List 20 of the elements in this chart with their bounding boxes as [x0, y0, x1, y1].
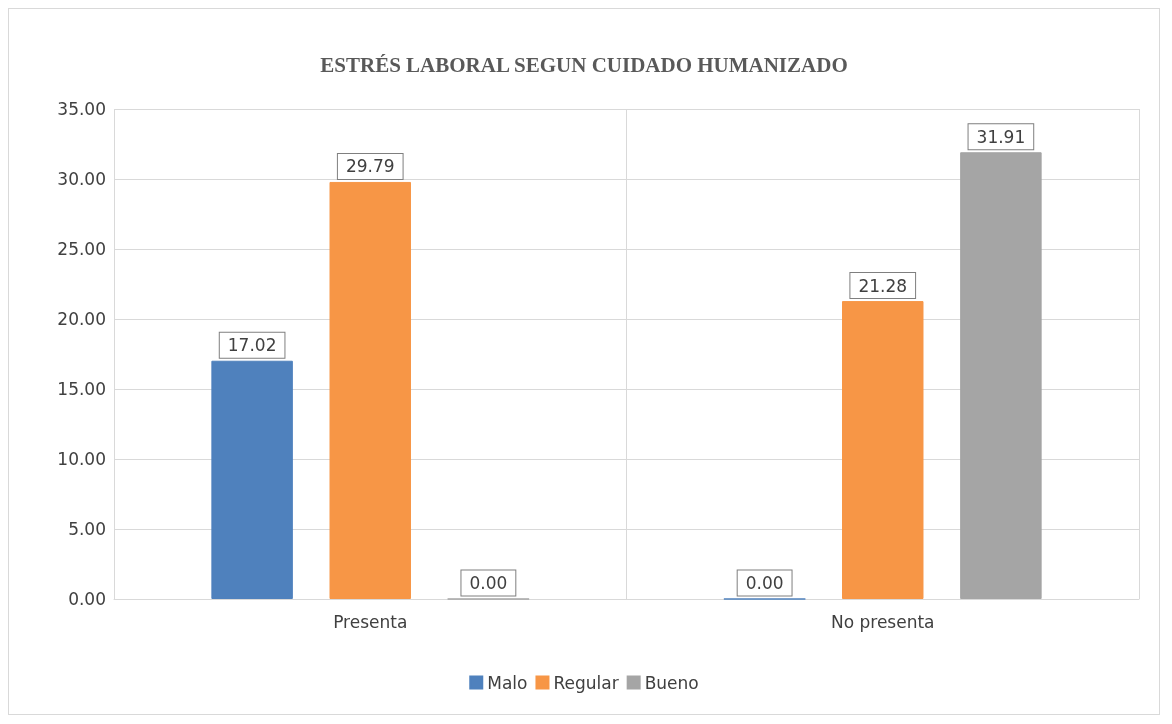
- y-tick-label: 10.00: [57, 449, 106, 469]
- data-label: 21.28: [858, 275, 908, 296]
- legend-label: Bueno: [644, 672, 699, 693]
- y-tick-label: 20.00: [57, 309, 106, 329]
- chart-title: ESTRÉS LABORAL SEGUN CUIDADO HUMANIZADO: [320, 52, 848, 77]
- y-tick-label: 25.00: [57, 239, 106, 259]
- data-label: 0.00: [469, 573, 508, 593]
- data-label: 29.79: [345, 156, 395, 177]
- legend-label: Regular: [553, 672, 619, 693]
- data-label: 0.00: [745, 573, 784, 593]
- legend-label: Malo: [487, 672, 528, 693]
- x-tick-label: Presenta: [333, 611, 408, 632]
- y-tick-label: 5.00: [68, 519, 106, 539]
- y-tick-label: 0.00: [68, 589, 106, 609]
- y-tick-label: 15.00: [57, 379, 106, 399]
- y-tick-label: 35.00: [57, 99, 106, 119]
- y-tick-label: 30.00: [57, 169, 106, 189]
- x-tick-label: No presenta: [830, 611, 935, 632]
- data-label: 31.91: [976, 126, 1026, 147]
- data-label: 17.02: [227, 335, 277, 356]
